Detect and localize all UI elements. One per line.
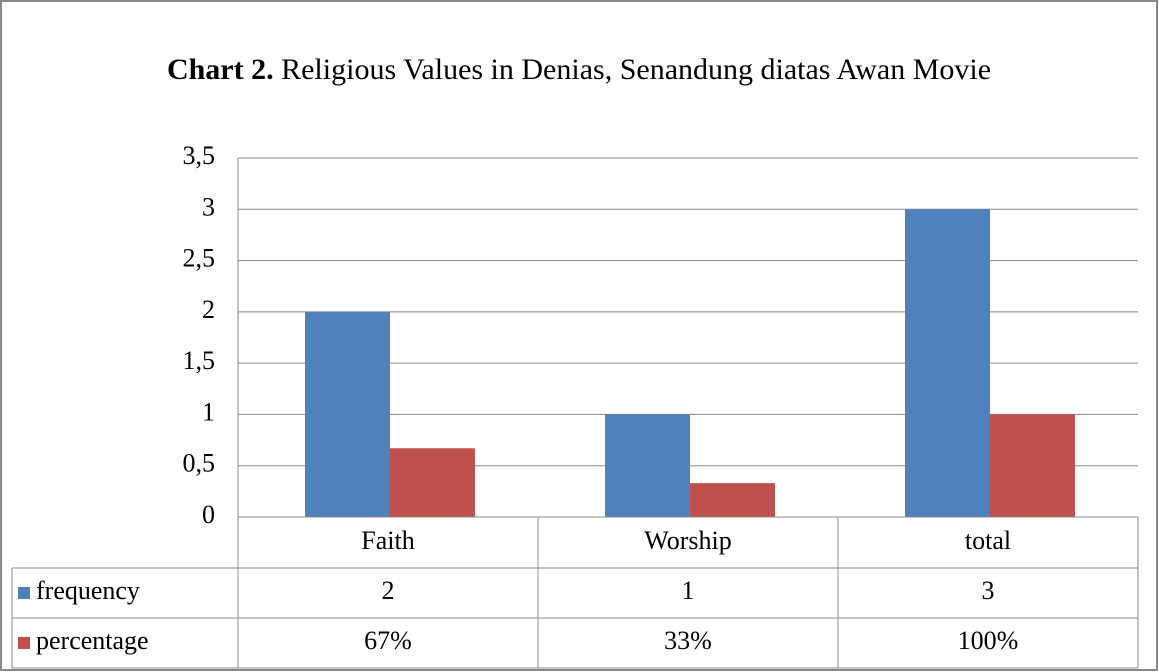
legend-swatch	[18, 637, 30, 649]
chart-title-block: Chart 2. Religious Values in Denias, Sen…	[129, 50, 1029, 90]
bar	[905, 209, 990, 518]
table-value: 2	[382, 576, 395, 605]
bar	[990, 414, 1075, 517]
bar	[605, 414, 690, 517]
y-tick-label: 0,5	[183, 449, 216, 478]
x-tick-label: total	[965, 526, 1011, 555]
y-tick-label: 1	[202, 397, 215, 426]
legend-swatch	[18, 587, 30, 599]
table-value: 100%	[958, 626, 1019, 655]
bar	[390, 448, 475, 517]
chart-title: Religious Values in Denias, Senandung di…	[281, 53, 992, 86]
y-tick-label: 0	[202, 500, 215, 529]
x-tick-label: Worship	[644, 526, 731, 555]
table-value: 3	[982, 576, 995, 605]
y-tick-label: 1,5	[183, 346, 216, 375]
legend-label: frequency	[36, 576, 140, 605]
bar	[690, 483, 775, 517]
table-value: 1	[682, 576, 695, 605]
bar	[305, 311, 390, 517]
y-tick-label: 3	[202, 192, 215, 221]
x-tick-label: Faith	[361, 526, 414, 555]
table-value: 33%	[664, 626, 712, 655]
legend-label: percentage	[36, 626, 149, 655]
y-tick-label: 2,5	[183, 244, 216, 273]
y-tick-label: 3,5	[183, 141, 216, 170]
y-tick-label: 2	[202, 295, 215, 324]
chart-title-label: Chart 2.	[166, 53, 274, 86]
table-value: 67%	[364, 626, 412, 655]
